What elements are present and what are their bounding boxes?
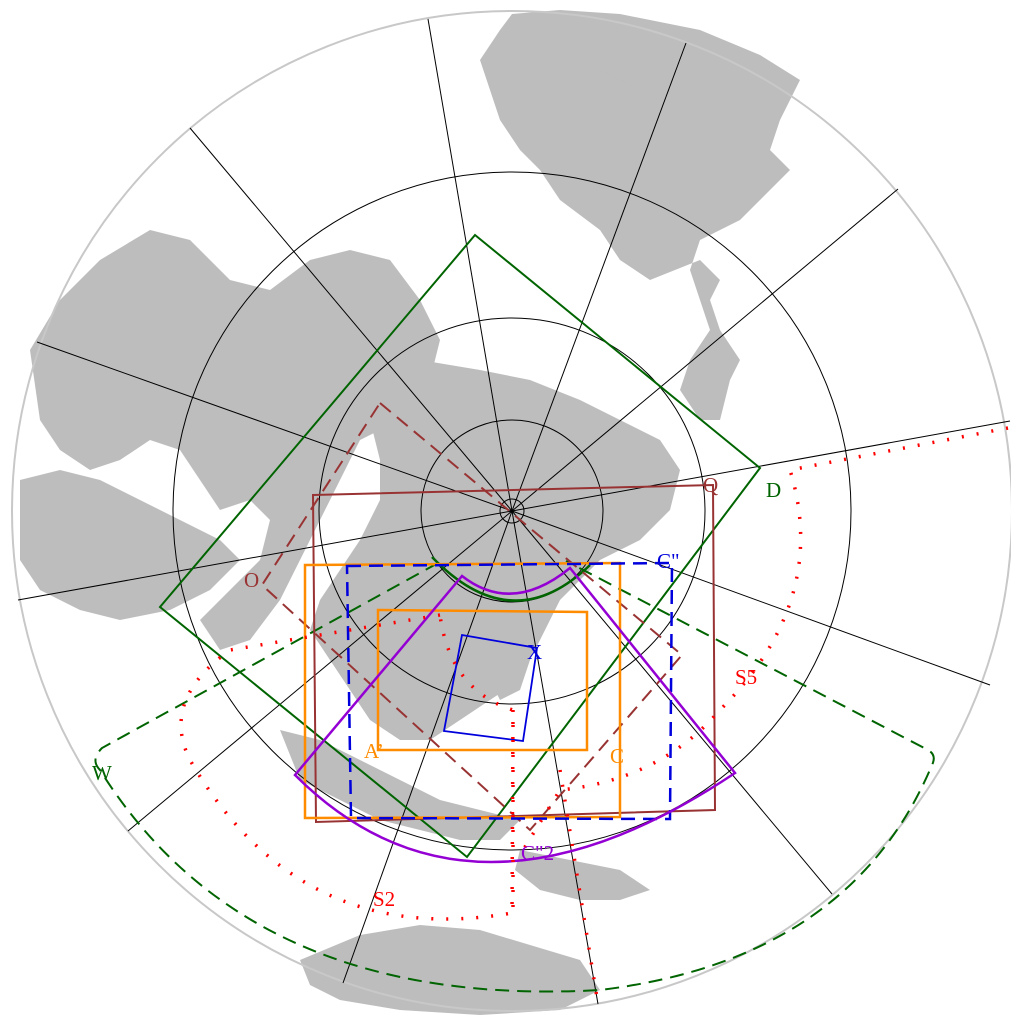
domain-Q bbox=[311, 483, 717, 824]
domain-C-double-prime bbox=[345, 561, 674, 821]
domain-A-prime bbox=[376, 608, 589, 752]
label-D: D bbox=[766, 478, 781, 502]
land-new-guinea bbox=[515, 850, 650, 900]
meridian-7 bbox=[511, 510, 599, 1005]
label-C-double-prime: C" bbox=[657, 549, 680, 573]
latitude-circle-3 bbox=[172, 171, 852, 851]
label-C: C bbox=[610, 744, 624, 768]
land-indonesia bbox=[280, 730, 520, 840]
land-greenland bbox=[520, 60, 660, 170]
domain-O bbox=[260, 401, 684, 832]
domain-W bbox=[94, 560, 935, 993]
label-S5: S5 bbox=[735, 665, 757, 689]
label-Q: Q bbox=[703, 473, 718, 497]
meridian-12 bbox=[189, 127, 513, 512]
labels: D Q O C" X S5 A’ C W C"2 S2 bbox=[92, 473, 781, 911]
land-eurasia-west bbox=[30, 230, 440, 650]
land-australia bbox=[300, 925, 600, 1015]
latitude-circle-2 bbox=[318, 317, 706, 705]
meridian-4 bbox=[511, 420, 1011, 512]
latitude-circle-1 bbox=[420, 419, 604, 603]
meridian-3 bbox=[511, 188, 899, 512]
meridian-2 bbox=[511, 42, 687, 512]
land-masses bbox=[20, 10, 800, 1015]
pole-circle bbox=[499, 498, 525, 524]
outer-boundary bbox=[11, 10, 1011, 1012]
meridian-5 bbox=[511, 510, 991, 686]
meridian-11 bbox=[36, 341, 513, 512]
land-africa bbox=[20, 470, 240, 620]
domain-D-inner-arc bbox=[431, 556, 591, 602]
label-O: O bbox=[244, 568, 259, 592]
label-C-double-prime-2: C"2 bbox=[521, 841, 554, 865]
domain-C-double-prime-2 bbox=[293, 566, 737, 864]
label-X: X bbox=[527, 640, 542, 664]
label-W: W bbox=[92, 761, 112, 785]
label-S2: S2 bbox=[373, 887, 395, 911]
meridian-1 bbox=[427, 18, 513, 512]
land-japan bbox=[490, 640, 530, 700]
label-A-prime: A’ bbox=[364, 739, 384, 763]
meridian-10 bbox=[17, 510, 513, 601]
graticule bbox=[11, 10, 1011, 1012]
domain-D bbox=[158, 233, 762, 859]
domain-X bbox=[442, 633, 539, 743]
domain-C bbox=[303, 561, 622, 820]
domain-S5 bbox=[518, 426, 1009, 856]
